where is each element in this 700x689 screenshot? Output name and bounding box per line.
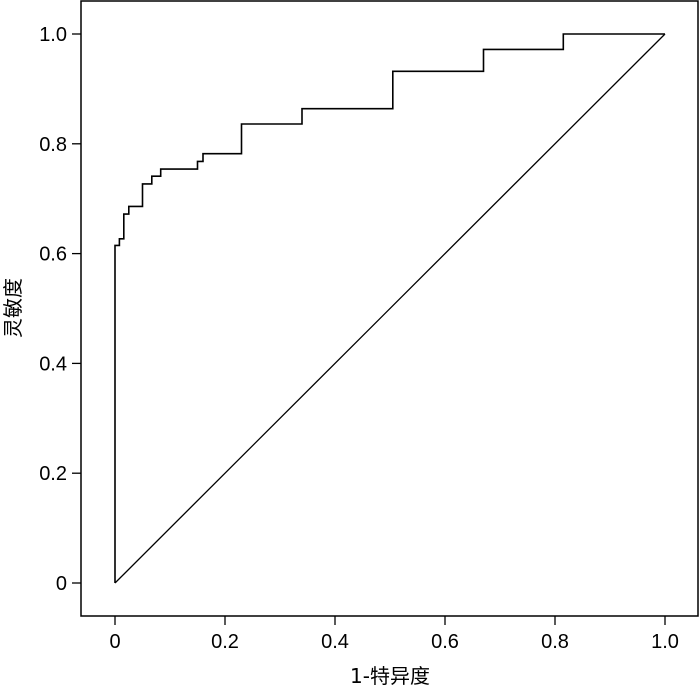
y-tick-label: 1.0 xyxy=(39,24,67,46)
y-axis: 0 0.2 0.4 0.6 0.8 1.0 xyxy=(39,24,81,595)
x-tick-label: 0.4 xyxy=(321,631,349,653)
y-tick-label: 0.4 xyxy=(39,353,67,375)
x-tick-label: 0.8 xyxy=(541,631,569,653)
reference-diagonal xyxy=(114,33,666,584)
y-tick-label: 0.2 xyxy=(39,463,67,485)
y-tick-label: 0.8 xyxy=(39,134,67,156)
x-tick-label: 0.2 xyxy=(211,631,239,653)
x-tick-label: 1.0 xyxy=(651,631,679,653)
x-axis: 0 0.2 0.4 0.6 0.8 1.0 xyxy=(109,616,679,653)
plot-frame xyxy=(80,0,699,617)
y-tick-label: 0.6 xyxy=(39,244,67,266)
y-tick-label: 0 xyxy=(56,573,67,595)
y-axis-title: 灵敏度 xyxy=(1,278,25,338)
roc-curve xyxy=(114,33,665,583)
x-tick-label: 0 xyxy=(109,631,120,653)
x-axis-title: 1-特异度 xyxy=(350,664,430,688)
x-tick-label: 0.6 xyxy=(431,631,459,653)
